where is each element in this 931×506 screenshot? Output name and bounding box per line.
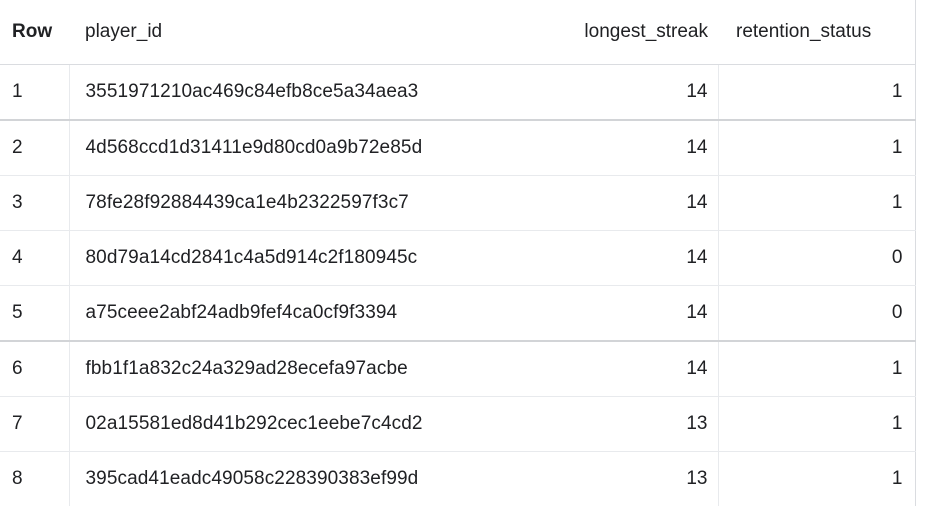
player-id-cell[interactable]: 78fe28f92884439ca1e4b2322597f3c7 <box>69 176 543 231</box>
table-row[interactable]: 2 4d568ccd1d31411e9d80cd0a9b72e85d 14 1 <box>0 120 915 176</box>
row-number-cell: 8 <box>0 452 69 506</box>
row-number-cell: 1 <box>0 65 69 121</box>
longest-streak-cell[interactable]: 14 <box>543 120 718 176</box>
longest-streak-cell[interactable]: 14 <box>543 231 718 286</box>
retention-status-cell[interactable]: 0 <box>718 231 915 286</box>
table-row[interactable]: 8 395cad41eadc49058c228390383ef99d 13 1 <box>0 452 915 506</box>
table-body: 1 3551971210ac469c84efb8ce5a34aea3 14 1 … <box>0 65 915 506</box>
row-number-cell: 5 <box>0 286 69 342</box>
longest-streak-cell[interactable]: 14 <box>543 286 718 342</box>
row-number-cell: 6 <box>0 341 69 397</box>
retention-status-cell[interactable]: 1 <box>718 65 915 121</box>
row-number-cell: 7 <box>0 397 69 452</box>
column-header-player-id[interactable]: player_id <box>69 0 543 65</box>
column-header-row[interactable]: Row <box>0 0 69 65</box>
column-header-retention-status[interactable]: retention_status <box>718 0 915 65</box>
row-number-cell: 2 <box>0 120 69 176</box>
table-row[interactable]: 3 78fe28f92884439ca1e4b2322597f3c7 14 1 <box>0 176 915 231</box>
table-row[interactable]: 4 80d79a14cd2841c4a5d914c2f180945c 14 0 <box>0 231 915 286</box>
player-id-cell[interactable]: 395cad41eadc49058c228390383ef99d <box>69 452 543 506</box>
retention-status-cell[interactable]: 1 <box>718 120 915 176</box>
column-header-longest-streak[interactable]: longest_streak <box>543 0 718 65</box>
retention-status-cell[interactable]: 1 <box>718 176 915 231</box>
table-row[interactable]: 6 fbb1f1a832c24a329ad28ecefa97acbe 14 1 <box>0 341 915 397</box>
header-row: Row player_id longest_streak retention_s… <box>0 0 915 65</box>
longest-streak-cell[interactable]: 14 <box>543 65 718 121</box>
player-id-cell[interactable]: 02a15581ed8d41b292cec1eebe7c4cd2 <box>69 397 543 452</box>
retention-status-cell[interactable]: 1 <box>718 397 915 452</box>
table-row[interactable]: 7 02a15581ed8d41b292cec1eebe7c4cd2 13 1 <box>0 397 915 452</box>
player-id-cell[interactable]: 3551971210ac469c84efb8ce5a34aea3 <box>69 65 543 121</box>
table-row[interactable]: 5 a75ceee2abf24adb9fef4ca0cf9f3394 14 0 <box>0 286 915 342</box>
longest-streak-cell[interactable]: 14 <box>543 341 718 397</box>
retention-status-cell[interactable]: 1 <box>718 452 915 506</box>
longest-streak-cell[interactable]: 13 <box>543 452 718 506</box>
longest-streak-cell[interactable]: 14 <box>543 176 718 231</box>
player-id-cell[interactable]: 4d568ccd1d31411e9d80cd0a9b72e85d <box>69 120 543 176</box>
retention-status-cell[interactable]: 1 <box>718 341 915 397</box>
player-id-cell[interactable]: fbb1f1a832c24a329ad28ecefa97acbe <box>69 341 543 397</box>
player-id-cell[interactable]: 80d79a14cd2841c4a5d914c2f180945c <box>69 231 543 286</box>
row-number-cell: 3 <box>0 176 69 231</box>
table-row[interactable]: 1 3551971210ac469c84efb8ce5a34aea3 14 1 <box>0 65 915 121</box>
row-number-cell: 4 <box>0 231 69 286</box>
table-header: Row player_id longest_streak retention_s… <box>0 0 915 65</box>
player-id-cell[interactable]: a75ceee2abf24adb9fef4ca0cf9f3394 <box>69 286 543 342</box>
retention-status-cell[interactable]: 0 <box>718 286 915 342</box>
longest-streak-cell[interactable]: 13 <box>543 397 718 452</box>
